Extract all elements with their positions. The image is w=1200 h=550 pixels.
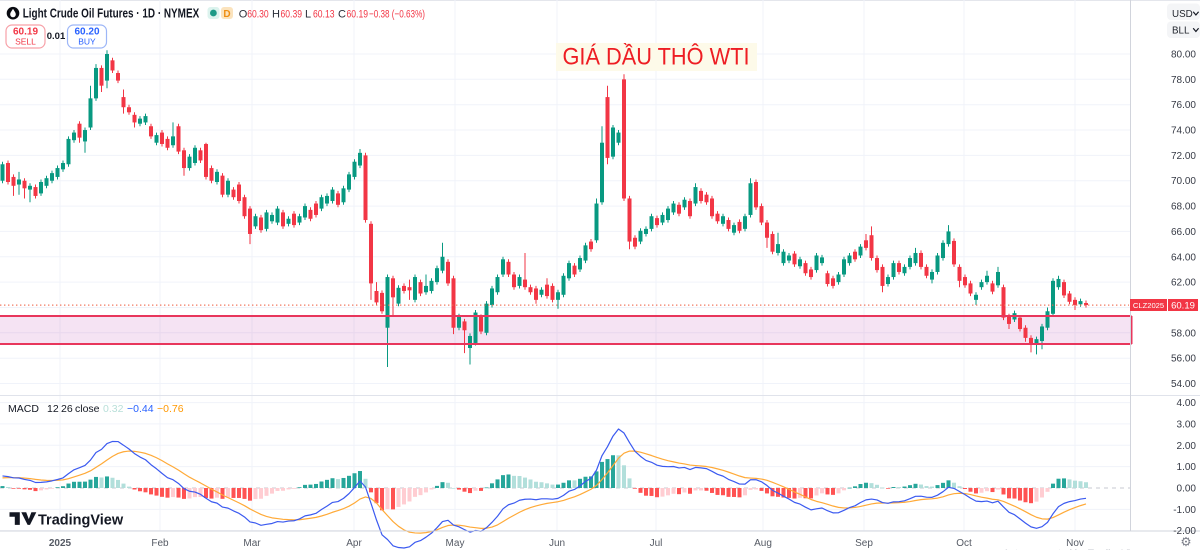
svg-text:GIÁ DẦU THÔ WTI: GIÁ DẦU THÔ WTI [563,43,750,71]
svg-text:66.00: 66.00 [1171,227,1196,238]
svg-text:Jul: Jul [650,538,663,549]
svg-text:64.00: 64.00 [1171,252,1196,263]
svg-text:Apr: Apr [346,538,362,549]
svg-text:68.00: 68.00 [1171,202,1196,213]
svg-text:74.00: 74.00 [1171,126,1196,137]
svg-text:Aug: Aug [754,538,772,549]
svg-text:BLL: BLL [1172,25,1190,36]
svg-text:Feb: Feb [151,538,169,549]
svg-text:70.00: 70.00 [1171,176,1196,187]
svg-text:BUY: BUY [78,37,96,47]
svg-text:1.00: 1.00 [1177,462,1197,473]
svg-text:0.00: 0.00 [1177,484,1197,495]
svg-text:56.00: 56.00 [1171,354,1196,365]
svg-text:D: D [223,9,230,20]
svg-text:0.01: 0.01 [47,31,66,42]
svg-text:76.00: 76.00 [1171,100,1196,111]
svg-text:TradingView: TradingView [38,513,124,529]
svg-text:2025: 2025 [49,538,72,549]
svg-text:Light Crude Oil Futures · 1D ·: Light Crude Oil Futures · 1D · NYMEX [23,7,200,21]
svg-text:72.00: 72.00 [1171,151,1196,162]
svg-text:2.00: 2.00 [1177,441,1197,452]
svg-text:62.00: 62.00 [1171,278,1196,289]
svg-text:80.00: 80.00 [1171,50,1196,61]
svg-text:54.00: 54.00 [1171,379,1196,390]
svg-text:Nov: Nov [1066,538,1084,549]
svg-text:USD: USD [1172,9,1193,20]
svg-text:-1.00: -1.00 [1173,505,1196,516]
svg-text:Mar: Mar [243,538,261,549]
svg-text:Oct: Oct [956,538,972,549]
svg-text:78.00: 78.00 [1171,75,1196,86]
svg-text:60.20: 60.20 [74,27,99,38]
svg-text:60.19: 60.19 [13,27,38,38]
svg-text:Auto-generated by TradingVie: Auto-generated by TradingVie [1003,549,1136,550]
svg-text:3.00: 3.00 [1177,419,1197,430]
svg-text:58.00: 58.00 [1171,328,1196,339]
svg-text:4.00: 4.00 [1177,398,1197,409]
svg-text:Sep: Sep [855,538,873,549]
svg-text:Jun: Jun [549,538,565,549]
svg-text:May: May [446,538,465,549]
svg-text:60.19: 60.19 [1171,301,1195,312]
svg-text:SELL: SELL [15,37,36,47]
svg-text:CLZ2025: CLZ2025 [1133,301,1164,310]
svg-text:⚙: ⚙ [1180,535,1191,549]
svg-text:-2.00: -2.00 [1173,526,1196,537]
